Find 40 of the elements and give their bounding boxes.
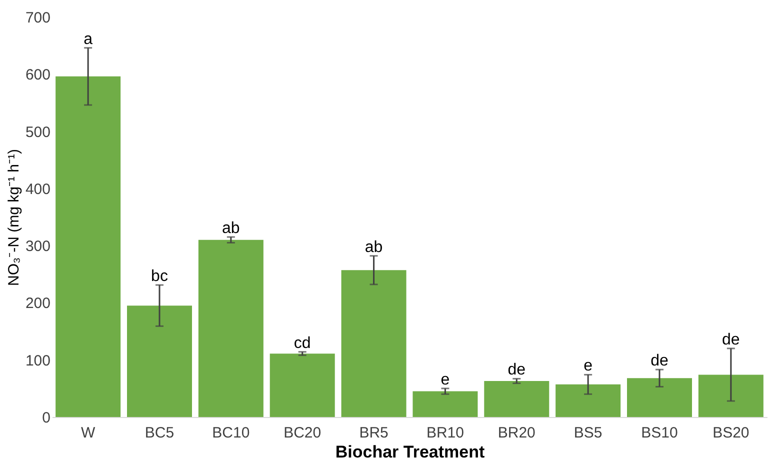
y-tick-label: 200 bbox=[25, 295, 50, 312]
x-tick-label: BC10 bbox=[212, 424, 250, 442]
y-tick-label: 700 bbox=[25, 10, 50, 26]
annotation: ab bbox=[364, 238, 383, 256]
annotation: bc bbox=[151, 268, 168, 285]
bar bbox=[627, 378, 692, 417]
x-tick-label: BS5 bbox=[574, 424, 602, 442]
bar bbox=[198, 240, 264, 417]
x-tick-label: BC20 bbox=[284, 424, 322, 442]
bar bbox=[341, 270, 406, 417]
bar bbox=[270, 354, 335, 417]
annotation: e bbox=[584, 358, 593, 375]
annotation: ab bbox=[222, 220, 240, 237]
bar bbox=[698, 374, 764, 417]
bar bbox=[412, 391, 478, 417]
annotation: e bbox=[440, 371, 450, 388]
x-tick-label: BR5 bbox=[359, 424, 388, 442]
y-tick-label: 100 bbox=[25, 352, 50, 370]
x-axis-title: Biochar Treatment bbox=[335, 442, 485, 462]
y-tick-label: 500 bbox=[25, 124, 50, 141]
annotation: cd bbox=[294, 334, 311, 352]
bar bbox=[556, 384, 621, 417]
x-tick-label: BS20 bbox=[712, 424, 750, 442]
annotation: de bbox=[650, 352, 668, 370]
y-tick-label: 400 bbox=[25, 180, 50, 198]
bar bbox=[56, 76, 121, 417]
bar bbox=[127, 306, 192, 417]
y-tick-label: 0 bbox=[42, 410, 50, 426]
y-axis-title: NO₃⁻-N (mg kg⁻¹ h⁻¹) bbox=[5, 149, 22, 286]
annotation: de bbox=[508, 362, 526, 379]
y-tick-label: 300 bbox=[25, 238, 50, 256]
x-tick-label: BS10 bbox=[641, 424, 678, 442]
annotation: de bbox=[722, 331, 740, 348]
x-tick-label: BR20 bbox=[498, 424, 536, 442]
annotation: a bbox=[84, 30, 93, 48]
x-tick-label: BC5 bbox=[144, 424, 174, 442]
bar bbox=[484, 381, 550, 417]
y-tick-label: 600 bbox=[25, 66, 50, 84]
x-tick-label: W bbox=[80, 424, 96, 442]
x-tick-label: BR10 bbox=[426, 424, 464, 442]
